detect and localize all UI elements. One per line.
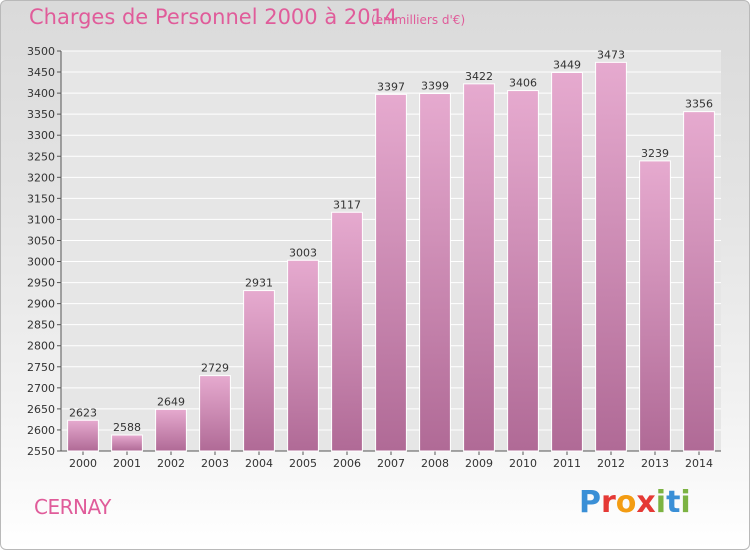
x-tick-label: 2012 — [597, 457, 625, 470]
y-tick-label: 3300 — [27, 129, 55, 142]
bar-2008 — [419, 93, 451, 452]
y-tick-label: 2700 — [27, 382, 55, 395]
data-label: 3356 — [685, 98, 713, 111]
x-tick-label: 2003 — [201, 457, 229, 470]
x-tick-label: 2007 — [377, 457, 405, 470]
y-tick-label: 3000 — [27, 256, 55, 269]
y-tick-label: 3350 — [27, 108, 55, 121]
bar-2011 — [551, 71, 583, 452]
x-tick-label: 2010 — [509, 457, 537, 470]
x-tick-label: 2002 — [157, 457, 185, 470]
x-tick-label: 2005 — [289, 457, 317, 470]
data-label: 3422 — [465, 70, 493, 83]
bar-2014 — [683, 111, 715, 452]
data-label: 2729 — [201, 362, 229, 375]
data-label: 2649 — [157, 395, 185, 408]
data-label: 3239 — [641, 147, 669, 160]
x-tick-label: 2013 — [641, 457, 669, 470]
x-tick-label: 2014 — [685, 457, 713, 470]
logo-letter: P — [579, 485, 601, 520]
y-tick-label: 3200 — [27, 171, 55, 184]
bar-2005 — [287, 259, 319, 452]
bar-2006 — [331, 211, 363, 452]
y-tick-label: 3100 — [27, 213, 55, 226]
logo-letter: t — [666, 485, 681, 520]
x-tick-label: 2000 — [69, 457, 97, 470]
y-tick-label: 3450 — [27, 66, 55, 79]
bar-2003 — [199, 375, 231, 452]
data-label: 2623 — [69, 406, 97, 419]
logo-letter: r — [601, 485, 616, 520]
data-label: 2588 — [113, 421, 141, 434]
data-label: 3399 — [421, 80, 449, 93]
data-label: 3473 — [597, 48, 625, 61]
chart-title: Charges de Personnel 2000 à 2014 — [29, 5, 398, 29]
data-label: 3406 — [509, 77, 537, 90]
x-tick-label: 2004 — [245, 457, 273, 470]
data-label: 3117 — [333, 198, 361, 211]
data-label: 3449 — [553, 58, 581, 71]
data-label: 2931 — [245, 277, 273, 290]
bar-2009 — [463, 83, 495, 452]
logo-letter: i — [680, 485, 691, 520]
logo-letter: x — [636, 485, 656, 520]
logo-letter: i — [655, 485, 667, 520]
bar-2012 — [595, 61, 627, 452]
bar-2010 — [507, 90, 539, 452]
chart-subtitle: (en milliers d'€) — [371, 13, 466, 27]
bar-2004 — [243, 290, 275, 452]
logo-letter: o — [615, 485, 637, 520]
y-tick-label: 2750 — [27, 361, 55, 374]
x-tick-label: 2006 — [333, 457, 361, 470]
y-tick-label: 2650 — [27, 403, 55, 416]
y-tick-label: 2900 — [27, 298, 55, 311]
y-tick-label: 2950 — [27, 277, 55, 290]
y-tick-label: 3400 — [27, 87, 55, 100]
y-tick-label: 3050 — [27, 234, 55, 247]
proxiti-logo: Proxiti — [579, 485, 691, 520]
bar-2000 — [67, 419, 99, 452]
x-tick-label: 2001 — [113, 457, 141, 470]
y-tick-label: 3500 — [27, 45, 55, 58]
y-tick-label: 3150 — [27, 192, 55, 205]
bar-2007 — [375, 93, 407, 452]
y-tick-label: 2600 — [27, 424, 55, 437]
y-tick-label: 2550 — [27, 445, 55, 458]
bar-2013 — [639, 160, 671, 452]
x-tick-label: 2011 — [553, 457, 581, 470]
y-tick-label: 2800 — [27, 340, 55, 353]
bar-2002 — [155, 408, 187, 452]
x-tick-label: 2008 — [421, 457, 449, 470]
data-label: 3003 — [289, 246, 317, 259]
y-tick-label: 3250 — [27, 150, 55, 163]
x-tick-label: 2009 — [465, 457, 493, 470]
data-label: 3397 — [377, 80, 405, 93]
bar-2001 — [111, 434, 143, 452]
location-label: CERNAY — [34, 495, 111, 519]
y-tick-label: 2850 — [27, 319, 55, 332]
